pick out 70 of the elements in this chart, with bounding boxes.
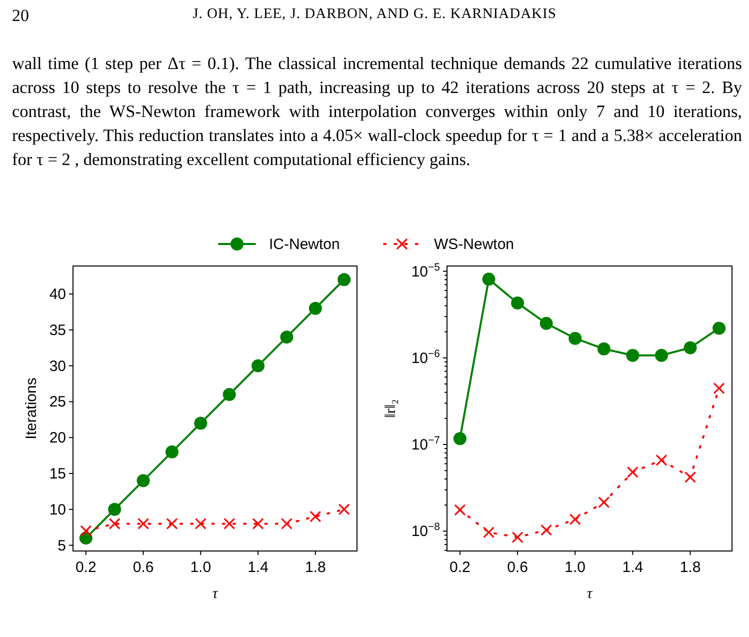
y-tick-label: 10$^{−6}$ bbox=[411, 348, 440, 367]
point bbox=[165, 445, 178, 458]
y-axis-title: Iterations bbox=[23, 378, 40, 440]
y-axis-title: ‖r‖₂ bbox=[383, 399, 399, 418]
point bbox=[108, 518, 120, 530]
point bbox=[252, 518, 264, 530]
y-tick-label: 10$^{−5}$ bbox=[411, 261, 440, 280]
x-tick-label: 1.4 bbox=[622, 559, 644, 576]
y-tick-label: 30 bbox=[49, 358, 66, 375]
point bbox=[252, 359, 265, 372]
x-tick-label: 0.6 bbox=[132, 559, 154, 576]
x-tick-label: 0.2 bbox=[450, 559, 470, 576]
y-tick-label: 10 bbox=[49, 501, 66, 518]
point bbox=[222, 388, 236, 401]
point bbox=[194, 518, 206, 530]
y-tick-label: 5 bbox=[58, 537, 66, 554]
point bbox=[684, 471, 696, 483]
point bbox=[597, 342, 610, 356]
x-tick-label: 0.6 bbox=[507, 559, 528, 576]
legend-label: WS-Newton bbox=[434, 236, 514, 253]
y-tick-label: 15 bbox=[49, 465, 66, 482]
y-tick-label: 35 bbox=[49, 322, 66, 339]
point bbox=[310, 510, 322, 522]
point bbox=[598, 496, 610, 508]
point bbox=[540, 524, 552, 536]
point bbox=[511, 296, 524, 310]
x-axis-title: τ bbox=[212, 586, 218, 602]
point bbox=[224, 518, 236, 530]
x-tick-label: 1.8 bbox=[304, 559, 326, 576]
point bbox=[512, 531, 524, 544]
y-tick-label: 10$^{−8}$ bbox=[411, 521, 440, 540]
point bbox=[280, 518, 293, 530]
point bbox=[194, 416, 208, 430]
x-tick-label: 1.0 bbox=[564, 559, 586, 576]
x-tick-label: 1.8 bbox=[680, 559, 701, 576]
y-tick-label: 40 bbox=[49, 286, 66, 303]
x-tick-label: 1.4 bbox=[248, 559, 268, 576]
point bbox=[540, 316, 553, 330]
x-tick-label: 0.2 bbox=[75, 559, 96, 576]
y-tick-label: 10$^{−7}$ bbox=[411, 434, 440, 454]
point bbox=[568, 332, 582, 345]
point bbox=[166, 518, 178, 530]
y-tick-label: 25 bbox=[49, 394, 66, 411]
point bbox=[136, 474, 150, 488]
point bbox=[654, 348, 668, 362]
point bbox=[137, 518, 150, 530]
point bbox=[280, 330, 294, 344]
point bbox=[713, 382, 725, 394]
point bbox=[454, 504, 466, 516]
point bbox=[626, 348, 640, 362]
point bbox=[453, 432, 466, 446]
point bbox=[80, 525, 92, 537]
point bbox=[482, 272, 496, 286]
point bbox=[482, 526, 495, 538]
text: J. OH, Y. LEE, J. DARBON, AND G. E. KARNIADAKIS bbox=[192, 6, 556, 22]
text: wall time (1 step per Δτ = 0.1). The classical incremental technique demands 22 cumulative iterations across 10 steps to resolve the τ = 1 path, increasing up to 42 iterations across 20 steps at τ = 2. By contrast, the WS-Newton framework with interpolation converges within only 7 and 10 iterations, respectively. This reduction translates into a 4.05× wall-clock speedup for τ = 1 and a 5.38× acceleration for τ = 2 , demonstrating excellent computational efficiency gains. bbox=[12, 53, 742, 171]
point bbox=[656, 454, 668, 466]
point bbox=[108, 502, 122, 516]
legend-label: IC-Newton bbox=[269, 236, 340, 253]
x-tick-label: 1.0 bbox=[190, 559, 212, 576]
point bbox=[684, 341, 697, 354]
y-tick-label: 20 bbox=[49, 430, 66, 447]
point bbox=[338, 504, 350, 516]
point bbox=[338, 273, 351, 286]
point bbox=[626, 466, 638, 478]
point bbox=[569, 514, 581, 526]
point bbox=[308, 302, 322, 315]
text: 20 bbox=[12, 6, 29, 26]
x-axis-title: τ bbox=[586, 586, 593, 602]
point bbox=[712, 322, 726, 335]
